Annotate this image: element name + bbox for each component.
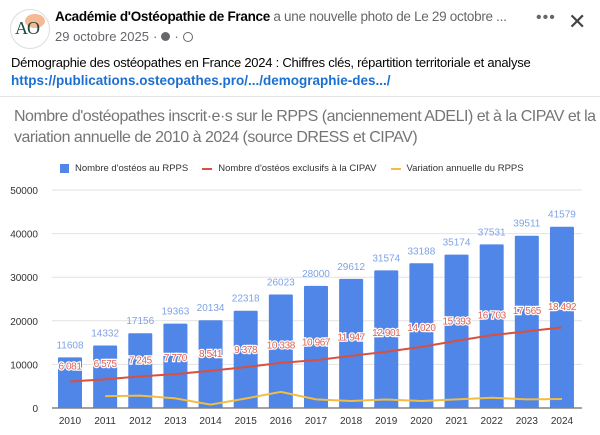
page-avatar[interactable]: AO xyxy=(10,9,50,49)
legend-item-variation: Variation annuelle du RPPS xyxy=(390,163,524,174)
x-tick-label: 2022 xyxy=(481,416,504,427)
post-action: a une nouvelle photo de Le 29 octobre ..… xyxy=(273,9,507,24)
separator: · xyxy=(152,29,158,44)
bar xyxy=(444,254,469,408)
legend-item-cipav: Nombre d'ostéos exclusifs à la CIPAV xyxy=(202,163,377,174)
bar xyxy=(163,323,188,408)
line-data-label: 12 901 xyxy=(372,328,401,339)
x-tick-label: 2017 xyxy=(305,416,328,427)
y-tick-label: 10000 xyxy=(10,360,38,371)
x-tick-label: 2024 xyxy=(551,416,574,427)
x-tick-label: 2011 xyxy=(94,416,116,427)
clock-icon xyxy=(161,32,171,41)
legend-swatch xyxy=(60,164,69,173)
bar xyxy=(128,333,153,408)
bar xyxy=(479,244,504,408)
more-options-button[interactable]: ••• xyxy=(536,9,556,26)
avatar-logo-text: AO xyxy=(15,18,40,38)
series-line-variation xyxy=(105,390,562,406)
legend-label: Variation annuelle du RPPS xyxy=(406,163,524,174)
bar xyxy=(374,270,399,408)
post-meta: 29 octobre 2025 · · xyxy=(55,29,193,44)
bar-data-label: 19363 xyxy=(162,307,190,318)
y-tick-label: 40000 xyxy=(10,230,38,241)
bar-data-label: 22318 xyxy=(232,294,260,305)
bar-data-label: 29612 xyxy=(337,262,365,273)
line-data-label: 10 338 xyxy=(267,341,296,352)
x-tick-label: 2019 xyxy=(375,416,398,427)
separator: · xyxy=(174,29,179,44)
x-tick-label: 2010 xyxy=(59,416,82,427)
bar xyxy=(198,320,223,408)
bar xyxy=(93,345,118,408)
line-data-label: 7 245 xyxy=(129,356,153,367)
bar-data-label: 11608 xyxy=(56,340,84,351)
close-button[interactable]: ✕ xyxy=(568,9,587,34)
x-tick-label: 2014 xyxy=(199,416,222,427)
line-data-label: 6 575 xyxy=(94,359,118,370)
bar-data-label: 14332 xyxy=(91,329,119,340)
bar-data-label: 17156 xyxy=(126,316,154,327)
line-data-label: 16 703 xyxy=(478,310,507,321)
legend-swatch xyxy=(202,167,213,170)
y-tick-label: 0 xyxy=(32,404,38,415)
legend-item-rpps: Nombre d'ostéos au RPPS xyxy=(60,163,188,174)
y-tick-label: 50000 xyxy=(10,186,38,197)
x-tick-label: 2012 xyxy=(129,416,152,427)
chart-legend: Nombre d'ostéos au RPPS Nombre d'ostéos … xyxy=(60,163,524,174)
post-header: Académie d'Ostéopathie de France a une n… xyxy=(55,9,507,24)
x-tick-label: 2016 xyxy=(270,416,293,427)
bar-data-label: 26023 xyxy=(267,278,295,289)
x-tick-label: 2013 xyxy=(164,416,187,427)
bar xyxy=(514,235,539,408)
legend-label: Nombre d'ostéos exclusifs à la CIPAV xyxy=(218,163,377,174)
bar-data-label: 33188 xyxy=(407,246,435,257)
bar xyxy=(549,226,574,408)
bar-data-label: 28000 xyxy=(302,269,330,280)
line-data-label: 17 565 xyxy=(513,306,542,317)
bar xyxy=(339,278,364,408)
x-tick-label: 2021 xyxy=(445,416,468,427)
line-data-label: 6 081 xyxy=(58,361,82,372)
chart-title: Nombre d'ostéopathes inscrit·e·s sur le … xyxy=(14,108,596,146)
line-data-label: 10 967 xyxy=(302,337,331,348)
bar-data-label: 20134 xyxy=(197,303,225,314)
bar xyxy=(268,294,293,408)
bar-data-label: 35174 xyxy=(443,238,471,249)
bar xyxy=(303,285,328,408)
bar-data-label: 41579 xyxy=(548,210,576,221)
post-date[interactable]: 29 octobre 2025 xyxy=(55,29,149,44)
x-tick-label: 2018 xyxy=(340,416,363,427)
globe-icon xyxy=(182,31,193,42)
legend-swatch xyxy=(390,167,401,170)
y-tick-label: 20000 xyxy=(10,317,38,328)
line-data-label: 14 020 xyxy=(407,323,436,334)
line-data-label: 8 541 xyxy=(199,349,223,360)
avatar-logo-shape xyxy=(25,14,45,28)
line-data-label: 7 770 xyxy=(164,353,188,364)
y-tick-label: 30000 xyxy=(10,273,38,284)
x-tick-label: 2015 xyxy=(235,416,258,427)
line-data-label: 15 393 xyxy=(442,316,471,327)
line-data-label: 18 492 xyxy=(548,302,577,313)
line-data-label: 9 378 xyxy=(234,345,258,356)
bar-data-label: 39511 xyxy=(513,219,541,230)
bar-data-label: 31574 xyxy=(372,253,400,264)
author-name[interactable]: Académie d'Ostéopathie de France xyxy=(55,9,270,24)
series-line-cipav xyxy=(69,326,563,383)
x-tick-label: 2020 xyxy=(410,416,433,427)
bar xyxy=(58,357,82,408)
bar xyxy=(409,263,434,408)
post-text: Démographie des ostéopathes en France 20… xyxy=(11,55,531,70)
legend-label: Nombre d'ostéos au RPPS xyxy=(75,163,189,174)
post-link[interactable]: https://publications.osteopathes.pro/...… xyxy=(11,73,391,88)
line-data-label: 11 947 xyxy=(337,333,365,344)
x-tick-label: 2023 xyxy=(516,416,539,427)
bar xyxy=(233,310,258,408)
bar-data-label: 37531 xyxy=(478,227,506,238)
